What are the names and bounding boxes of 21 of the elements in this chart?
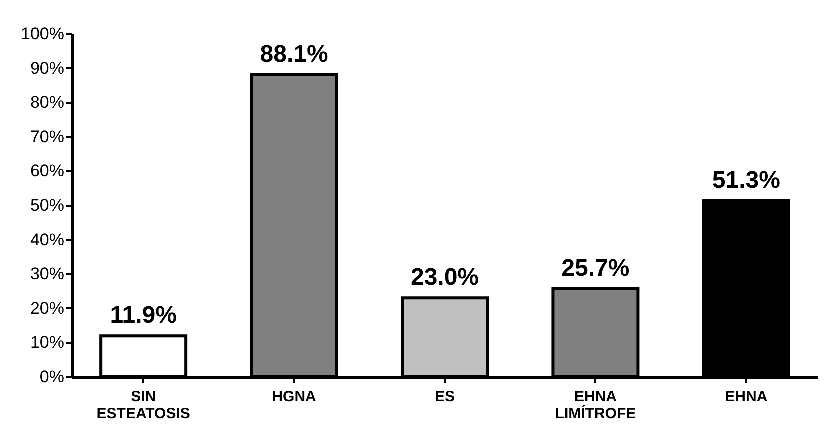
x-tick-label: ES [434, 388, 456, 406]
x-tick-label: HGNA [272, 388, 317, 406]
y-tick-label: 10% [30, 333, 64, 352]
data-label: 88.1% [260, 40, 328, 68]
y-tick-label: 20% [30, 298, 64, 318]
data-label: 25.7% [562, 254, 630, 282]
y-tick-label: 80% [30, 93, 64, 112]
x-tick-label: EHNA LIMÍTROFE [555, 388, 636, 422]
y-tick-label: 40% [30, 230, 64, 250]
y-tick-label: 100% [21, 24, 64, 44]
y-tick-label: 60% [30, 162, 64, 181]
x-tick-label: EHNA [725, 388, 768, 406]
y-tick-label: 70% [30, 127, 64, 146]
data-label: 11.9% [110, 302, 177, 330]
y-tick-label: 50% [30, 196, 64, 215]
y-tick-label: 30% [30, 264, 64, 284]
y-tick-label: 0% [40, 368, 64, 386]
y-tick-label: 90% [30, 58, 64, 78]
data-label: 23.0% [410, 264, 480, 292]
x-tick-label: SIN ESTEATOSIS [96, 388, 190, 422]
data-label: 51.3% [712, 167, 780, 194]
